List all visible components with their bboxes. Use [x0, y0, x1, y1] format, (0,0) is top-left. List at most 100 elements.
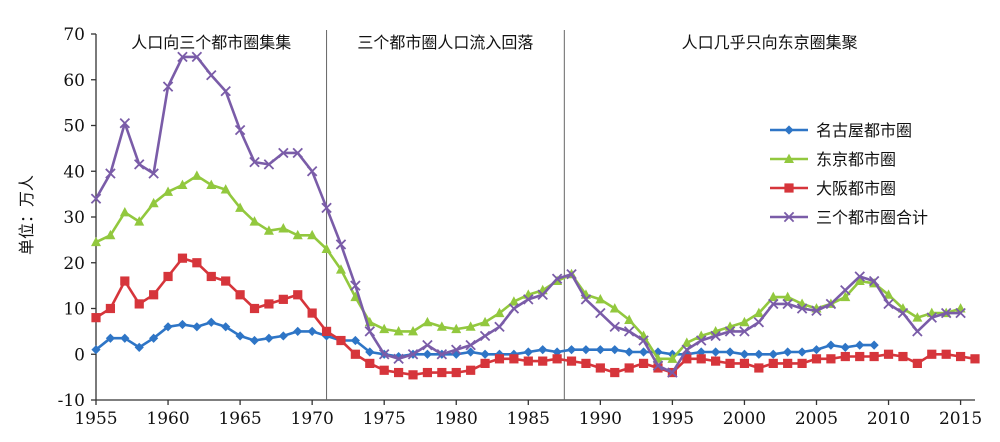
data-point-square: [523, 356, 533, 366]
data-point-diamond: [566, 345, 577, 355]
data-point-square: [379, 365, 389, 375]
data-point-x-stroke: [119, 117, 131, 129]
data-point-x-stroke: [883, 298, 894, 310]
data-point-x-stroke: [508, 303, 520, 314]
data-point-square: [811, 354, 822, 364]
data-point-x: [854, 271, 865, 282]
data-point-x: [220, 85, 231, 97]
data-point-x: [710, 330, 721, 342]
data-point-x: [940, 307, 952, 319]
data-point-triangle: [955, 303, 966, 313]
data-point-x: [551, 273, 563, 284]
data-point-triangle: [753, 307, 764, 318]
data-point-square: [206, 271, 216, 282]
data-point-square: [480, 358, 490, 368]
legend-label: 三个都市圈合计: [816, 208, 928, 227]
period-label: 人口向三个都市圈集集: [131, 33, 291, 52]
data-point-square: [869, 351, 879, 362]
data-point-diamond: [768, 349, 778, 359]
data-point-diamond: [581, 345, 591, 355]
data-point-x: [494, 321, 505, 333]
data-point-diamond: [638, 347, 649, 357]
x-tick-label: 2010: [867, 409, 910, 429]
data-point-diamond: [797, 347, 807, 357]
data-point-triangle: [408, 325, 419, 336]
data-point-square: [855, 351, 865, 362]
axes: -10 0 10 20 30 40 50 60 70 1955 1960 1965 1970 1975 19…: [58, 25, 983, 429]
data-point-diamond: [350, 335, 360, 346]
x-tick-label: 1960: [146, 409, 189, 429]
data-point-square: [120, 276, 130, 286]
data-point-x: [119, 117, 131, 129]
data-point-diamond: [784, 125, 794, 135]
data-point-x-stroke: [306, 166, 318, 177]
data-point-diamond: [855, 340, 865, 350]
data-point-diamond: [811, 345, 822, 355]
data-point-x-stroke: [652, 360, 664, 371]
legend-item: 东京都市圈: [770, 150, 896, 169]
data-point-x: [292, 147, 303, 159]
data-point-x-stroke: [580, 294, 592, 305]
data-point-x: [739, 326, 750, 337]
data-point-x: [796, 303, 808, 314]
data-point-x-stroke: [840, 284, 851, 296]
data-point-triangle: [681, 337, 692, 347]
data-point-square: [494, 354, 505, 364]
data-point-x-stroke: [393, 353, 404, 365]
data-point-x-stroke: [753, 316, 765, 328]
y-tick-label: 50: [63, 117, 85, 137]
data-point-x-stroke: [609, 321, 620, 333]
data-point-diamond: [552, 347, 562, 357]
data-point-x-stroke: [768, 298, 779, 310]
data-point-triangle: [379, 323, 390, 334]
y-tick-label: 40: [63, 162, 85, 182]
data-point-x: [955, 307, 966, 319]
data-point-x: [868, 275, 880, 287]
data-point-x: [537, 289, 548, 301]
data-point-x: [566, 268, 577, 280]
data-point-square: [898, 351, 908, 362]
data-point-square: [293, 290, 303, 300]
data-point-x: [638, 335, 649, 346]
data-point-x: [350, 280, 361, 291]
data-point-triangle: [278, 223, 289, 233]
data-point-x: [609, 321, 620, 333]
data-point-x: [321, 202, 332, 214]
data-point-triangle: [206, 179, 217, 189]
data-point-x: [335, 239, 347, 250]
data-point-square: [941, 349, 951, 359]
data-point-triangle: [321, 243, 332, 254]
x-tick-label: 1970: [291, 409, 334, 429]
data-point-x-stroke: [724, 326, 736, 337]
data-point-x-stroke: [292, 147, 303, 159]
data-point-square: [437, 367, 447, 378]
data-point-triangle: [624, 314, 635, 324]
data-point-square: [336, 335, 346, 346]
data-point-x: [883, 298, 894, 310]
data-point-diamond: [91, 345, 101, 355]
data-point-square: [826, 354, 836, 364]
data-point-triangle: [595, 293, 606, 304]
data-point-square: [321, 326, 332, 336]
legend-label: 名古屋都市圈: [816, 121, 912, 140]
data-point-x-stroke: [494, 321, 505, 333]
data-point-triangle: [177, 179, 188, 189]
x-tick-label: 1995: [651, 409, 694, 429]
data-point-diamond: [653, 347, 663, 357]
data-point-diamond: [754, 349, 764, 359]
data-point-diamond: [235, 331, 245, 341]
data-point-triangle: [784, 153, 794, 163]
data-point-diamond: [221, 322, 231, 332]
data-point-square: [235, 290, 245, 300]
data-point-diamond: [307, 326, 317, 336]
data-point-x: [652, 360, 664, 371]
data-point-x-stroke: [897, 307, 909, 319]
data-point-x: [105, 168, 116, 179]
data-point-x: [278, 147, 289, 159]
data-point-diamond: [610, 345, 620, 355]
data-point-x-stroke: [796, 303, 808, 314]
data-point-x: [811, 305, 822, 317]
data-point-x-stroke: [479, 330, 491, 342]
data-point-triangle: [465, 321, 476, 331]
